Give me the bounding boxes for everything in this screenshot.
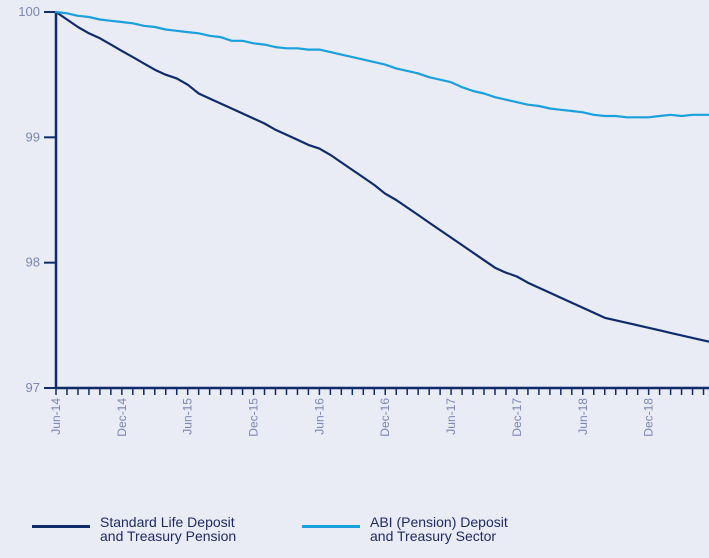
x-tick-label: Dec-17 xyxy=(510,398,524,437)
x-tick-label: Jun-17 xyxy=(444,398,458,435)
legend-label-line2: and Treasury Pension xyxy=(100,528,237,544)
series-lines xyxy=(54,10,709,343)
x-tick-label: Jun-16 xyxy=(312,398,326,435)
x-tick-label: Jun-15 xyxy=(181,398,195,435)
legend-label-line2: and Treasury Sector xyxy=(370,528,497,544)
y-tick-label: 100 xyxy=(18,4,40,19)
y-axis: 97 98 99 100 xyxy=(18,4,58,395)
legend-label-line1: ABI (Pension) Deposit xyxy=(370,514,508,530)
x-tick-label: Jun-14 xyxy=(49,398,63,435)
x-tick-label: Dec-15 xyxy=(247,398,261,437)
x-tick-label: Jun-19 xyxy=(707,398,709,435)
x-tick-label: Jun-18 xyxy=(576,398,590,435)
x-tick-label: Dec-14 xyxy=(115,398,129,437)
x-tick-label: Dec-16 xyxy=(378,398,392,437)
series-line-standard-life xyxy=(54,10,709,343)
legend-label-line1: Standard Life Deposit xyxy=(100,514,235,530)
legend: Standard Life Deposit and Treasury Pensi… xyxy=(32,515,692,551)
legend-label-abi: ABI (Pension) Deposit and Treasury Secto… xyxy=(370,515,570,543)
series-line-abi xyxy=(54,10,709,119)
legend-label-standard-life: Standard Life Deposit and Treasury Pensi… xyxy=(100,515,300,543)
y-tick-label: 99 xyxy=(26,129,40,144)
x-axis: Jun-14 Dec-14 Jun-15 Dec-15 Jun-16 Dec-16 Jun-… xyxy=(49,386,709,437)
x-tick-label: Dec-18 xyxy=(642,398,656,437)
y-tick-label: 98 xyxy=(26,255,40,270)
y-tick-label: 97 xyxy=(26,380,40,395)
legend-swatch-abi xyxy=(302,525,360,528)
legend-swatch-standard-life xyxy=(32,525,90,528)
